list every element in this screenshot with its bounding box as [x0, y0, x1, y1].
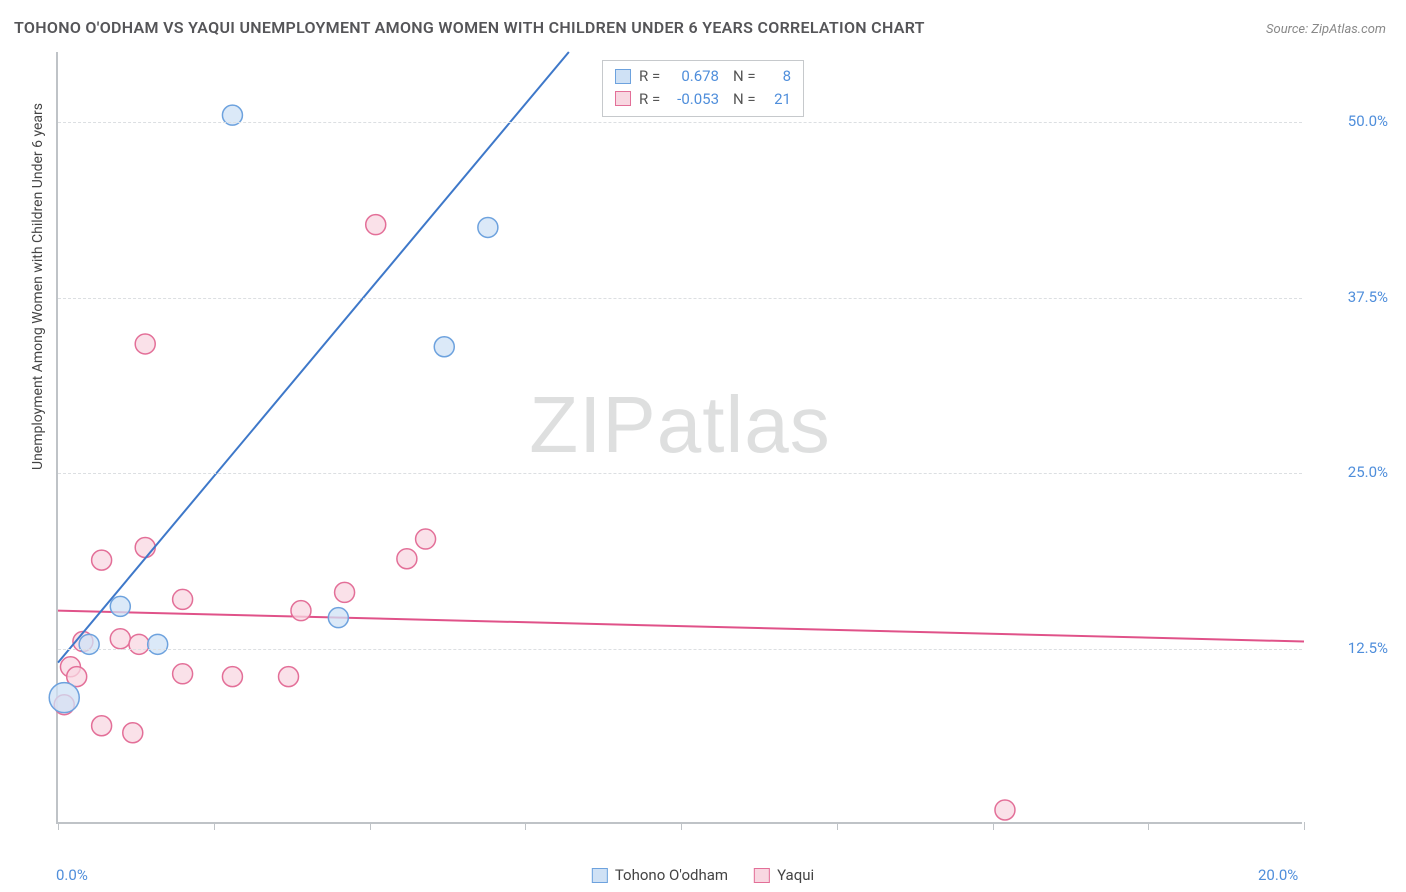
- legend-swatch: [754, 868, 770, 883]
- x-tick: [58, 822, 59, 830]
- legend-label: Yaqui: [777, 866, 814, 884]
- series-legend: Tohono O'odham Yaqui: [592, 866, 814, 884]
- legend-item: Tohono O'odham: [592, 866, 728, 884]
- gridline: [58, 298, 1302, 299]
- x-tick: [214, 822, 215, 830]
- legend-swatch: [615, 69, 631, 84]
- legend-label: Tohono O'odham: [615, 866, 728, 884]
- r-label: R =: [639, 88, 667, 111]
- x-tick: [525, 822, 526, 830]
- n-value: 8: [769, 65, 791, 88]
- y-tick-label: 37.5%: [1348, 288, 1388, 306]
- source-attribution: Source: ZipAtlas.com: [1266, 22, 1386, 37]
- legend-swatch: [592, 868, 608, 883]
- y-tick-label: 25.0%: [1348, 463, 1388, 481]
- stats-legend-row: R = -0.053 N = 21: [615, 88, 791, 111]
- gridline: [58, 473, 1302, 474]
- legend-swatch: [615, 91, 631, 106]
- n-value: 21: [769, 88, 791, 111]
- x-tick-label: 20.0%: [1258, 866, 1298, 884]
- n-label: N =: [733, 88, 761, 111]
- stats-legend: R = 0.678 N = 8 R = -0.053 N = 21: [602, 60, 804, 117]
- plot-area: ZIPatlas: [56, 52, 1302, 824]
- chart-title: TOHONO O'ODHAM VS YAQUI UNEMPLOYMENT AMO…: [14, 18, 925, 37]
- legend-item: Yaqui: [754, 866, 814, 884]
- x-tick: [1304, 822, 1305, 830]
- x-tick: [837, 822, 838, 830]
- y-tick-label: 50.0%: [1348, 112, 1388, 130]
- r-value: 0.678: [675, 65, 725, 88]
- plot-svg: [58, 52, 1302, 822]
- x-tick: [370, 822, 371, 830]
- n-label: N =: [733, 65, 761, 88]
- gridline: [58, 649, 1302, 650]
- stats-legend-row: R = 0.678 N = 8: [615, 65, 791, 88]
- gridline: [58, 122, 1302, 123]
- r-value: -0.053: [675, 88, 725, 111]
- r-label: R =: [639, 65, 667, 88]
- y-axis-label: Unemployment Among Women with Children U…: [30, 103, 46, 470]
- y-tick-label: 12.5%: [1348, 639, 1388, 657]
- x-tick: [1148, 822, 1149, 830]
- x-tick-label: 0.0%: [56, 866, 88, 884]
- x-tick: [993, 822, 994, 830]
- x-tick: [681, 822, 682, 830]
